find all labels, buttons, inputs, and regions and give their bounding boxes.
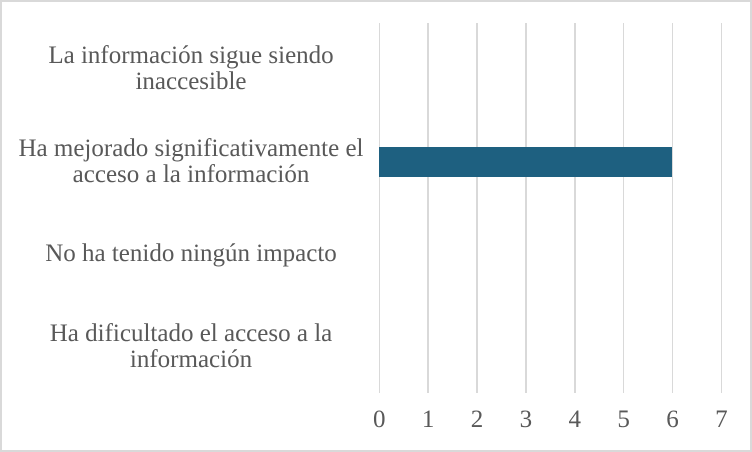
x-tick-label: 2 [470,406,484,433]
gridline [671,23,674,393]
data-bar [379,146,673,177]
category-label: Ha dificultado el acceso a la informació… [49,319,333,373]
category-label: No ha tenido ningún impacto [45,240,337,268]
gridline [622,23,625,393]
gridline [525,23,527,393]
category-label: La información sigue siendo inaccesible [48,42,334,96]
x-tick-label: 5 [617,406,630,433]
gridline [720,23,723,393]
x-tick-label: 1 [421,406,435,433]
x-tick-label: 3 [519,406,533,433]
x-tick-label: 6 [666,406,679,433]
gridline [573,23,576,393]
category-label: Ha mejorado significativamente el acceso… [18,134,364,188]
gridline [427,23,429,393]
gridline [476,23,478,393]
x-tick-label: 4 [568,406,581,433]
gridline [378,23,381,393]
x-tick-label: 7 [715,406,728,433]
x-tick-label: 0 [373,406,386,433]
